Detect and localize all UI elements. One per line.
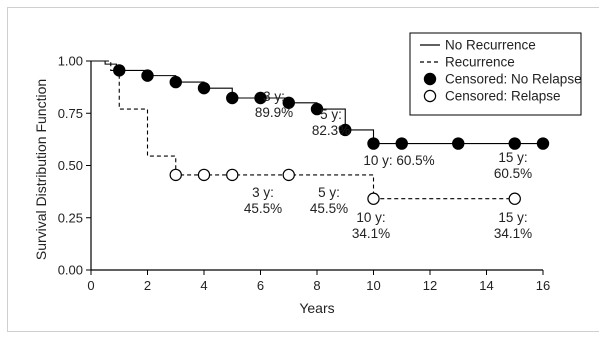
annotations: 3 y:89.9% 5 y:82.3%10 y: 60.5% 15 y:60.5%3… <box>244 89 532 241</box>
x-ticks: 0 2 4 6 8 10 12 14 16 <box>87 270 550 293</box>
x-tick-label: 4 <box>200 278 207 293</box>
x-tick-label: 6 <box>257 278 264 293</box>
censored-no-relapse-marker <box>508 137 521 150</box>
x-tick-label: 16 <box>536 278 550 293</box>
censored-no-relapse-marker <box>254 91 267 105</box>
annotation-label: 60.5% <box>494 166 532 181</box>
censored-no-relapse-marker <box>452 137 465 150</box>
annotation-label: 34.1% <box>352 226 390 241</box>
annotation-label: 5 y: <box>320 107 342 122</box>
censored-relapse-marker <box>169 168 182 182</box>
legend-swatch <box>423 89 437 103</box>
censored-no-relapse-marker <box>141 69 154 82</box>
legend-label: Recurrence <box>445 55 515 70</box>
y-tick-label: 1.00 <box>58 54 83 69</box>
x-tick-label: 2 <box>144 278 151 293</box>
censor-markers <box>113 64 550 205</box>
legend: No Recurrence Recurrence Censored: No Rela… <box>409 32 582 116</box>
axes: 0 2 4 6 8 10 12 14 16 0.00 0.25 0.50 0.75 1.00 Years… <box>33 54 550 317</box>
annotation-label: 3 y: <box>263 89 285 104</box>
censored-no-relapse-marker <box>536 137 550 150</box>
x-tick-label: 10 <box>366 278 380 293</box>
censored-no-relapse-marker <box>226 91 239 105</box>
censored-relapse-marker <box>367 192 380 205</box>
legend-swatch <box>423 72 437 86</box>
x-axis-label: Years <box>299 300 334 316</box>
annotation-label: 89.9% <box>255 105 293 120</box>
annotation-label: 10 y: <box>356 210 385 225</box>
series-line-1 <box>91 60 515 200</box>
y-tick-label: 0.50 <box>58 158 83 173</box>
annotation-label: 3 y: <box>252 185 274 200</box>
legend-box <box>409 32 582 116</box>
censored-no-relapse-marker <box>310 102 324 116</box>
annotation-label: 82.3% <box>312 123 350 138</box>
annotation-label: 10 y: 60.5% <box>363 153 434 168</box>
x-tick-label: 12 <box>423 278 437 293</box>
censored-relapse-marker <box>508 192 521 205</box>
annotation-label: 5 y: <box>318 185 340 200</box>
censored-no-relapse-marker <box>113 64 126 77</box>
censored-relapse-marker <box>282 168 295 182</box>
censored-no-relapse-marker <box>169 75 182 89</box>
x-tick-label: 0 <box>87 278 94 293</box>
censored-no-relapse-marker <box>197 81 211 95</box>
y-axis-label: Survival Distribution Function <box>33 79 49 260</box>
legend-label: No Recurrence <box>445 38 536 53</box>
legend-label: Censored: Relapse <box>445 89 561 104</box>
censored-relapse-marker <box>197 168 211 182</box>
legend-label: Censored: No Relapse <box>445 72 582 87</box>
x-tick-label: 14 <box>479 278 493 293</box>
censored-no-relapse-marker <box>395 137 408 150</box>
x-tick-label: 8 <box>313 278 320 293</box>
y-tick-label: 0.75 <box>58 106 83 121</box>
censored-no-relapse-marker <box>282 96 295 110</box>
censored-no-relapse-marker <box>339 123 352 137</box>
y-tick-label: 0.00 <box>58 263 83 278</box>
annotation-label: 34.1% <box>494 226 532 241</box>
annotation-label: 15 y: <box>498 210 527 225</box>
censored-no-relapse-marker <box>367 137 380 150</box>
y-ticks: 0.00 0.25 0.50 0.75 1.00 <box>58 54 91 278</box>
censored-relapse-marker <box>226 168 239 182</box>
y-tick-label: 0.25 <box>58 210 83 225</box>
annotation-label: 45.5% <box>244 201 282 216</box>
annotation-label: 15 y: <box>498 150 527 165</box>
annotation-label: 45.5% <box>310 201 348 216</box>
